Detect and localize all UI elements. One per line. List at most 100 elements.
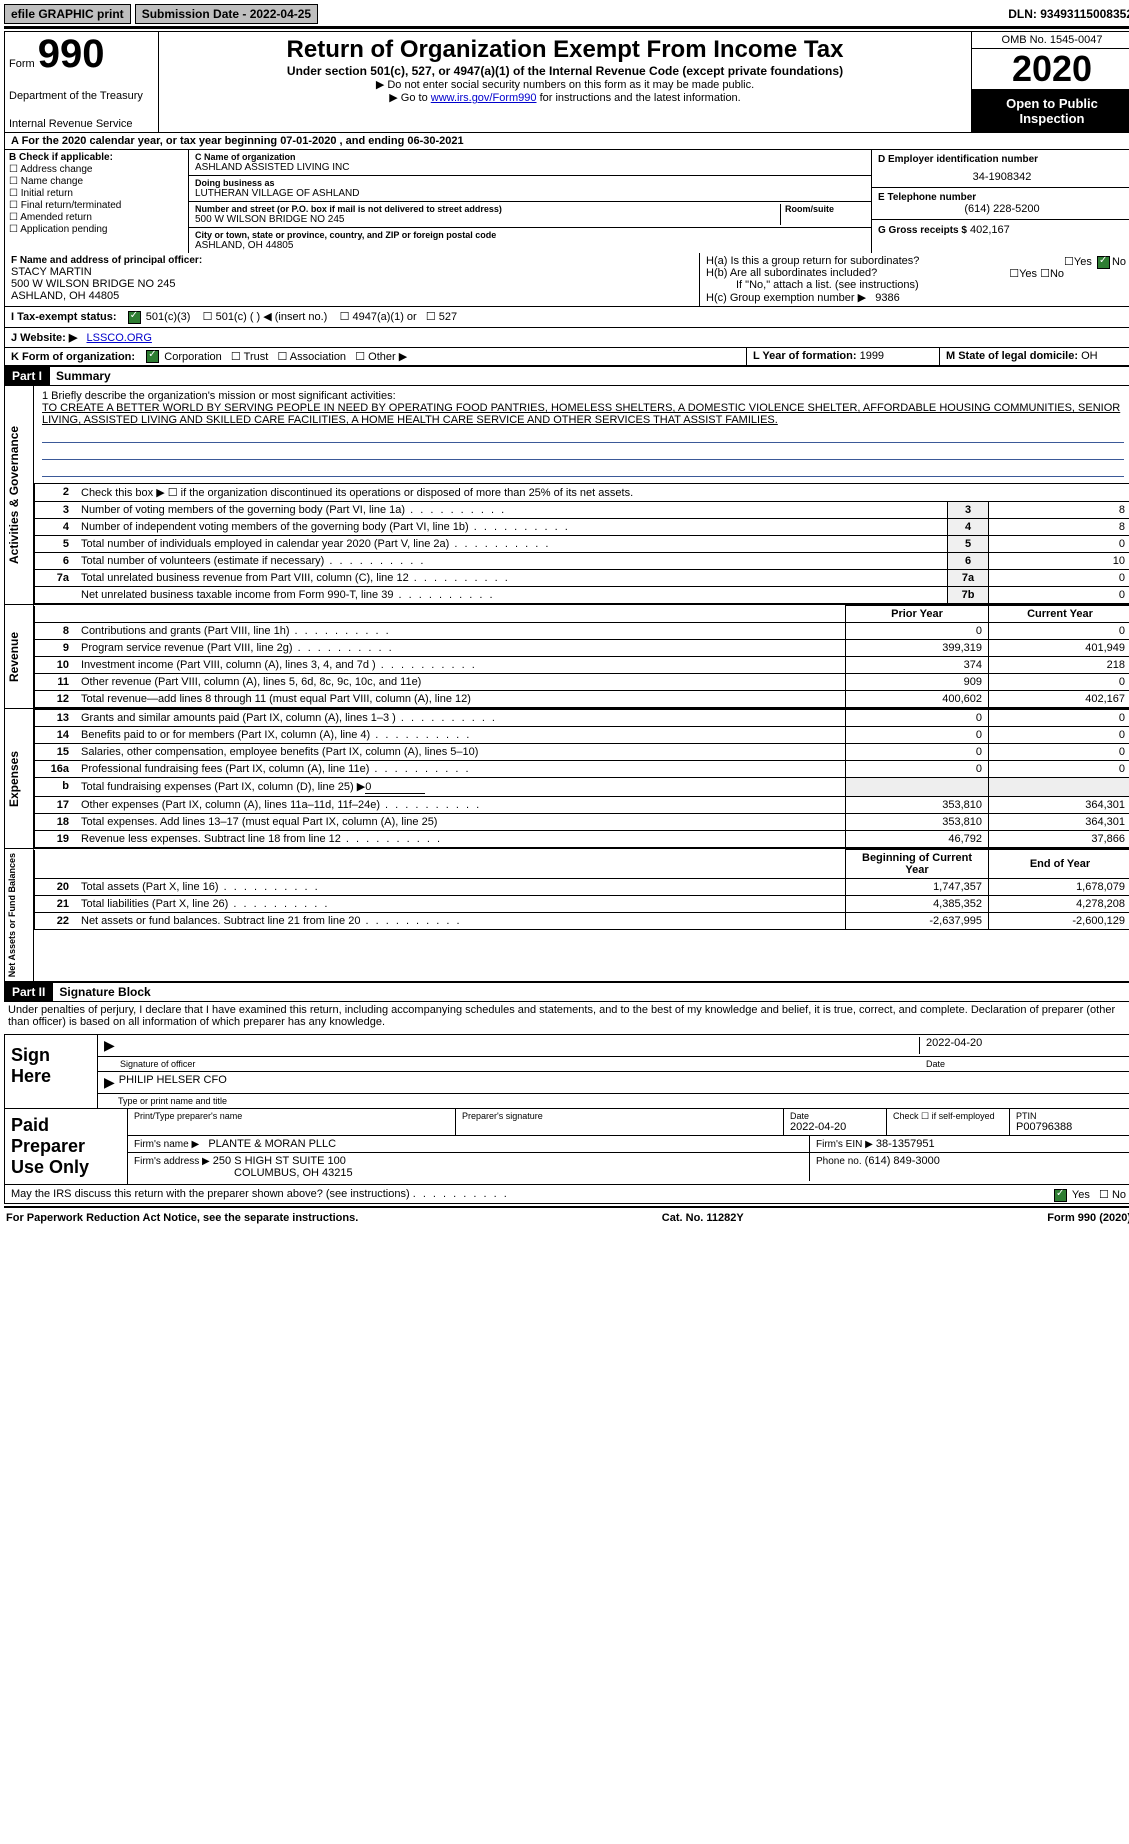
line-11-curr: 0 xyxy=(989,674,1129,691)
paid-preparer-block: Paid Preparer Use Only Print/Type prepar… xyxy=(4,1109,1129,1185)
begin-year-header: Beginning of Current Year xyxy=(846,850,989,879)
box-f-label: F Name and address of principal officer: xyxy=(11,255,693,266)
line-6-desc: Total number of volunteers (estimate if … xyxy=(75,553,948,570)
chk-corporation[interactable] xyxy=(146,350,159,363)
expenses-section: Expenses 13Grants and similar amounts pa… xyxy=(4,709,1129,849)
line-12-desc: Total revenue—add lines 8 through 11 (mu… xyxy=(75,691,846,708)
website-link[interactable]: LSSCO.ORG xyxy=(87,332,152,344)
chk-501c3[interactable] xyxy=(128,311,141,324)
state-domicile: OH xyxy=(1081,350,1098,362)
line-2: Check this box ▶ ☐ if the organization d… xyxy=(75,484,1129,502)
line-13-curr: 0 xyxy=(989,710,1129,727)
h-b-row: H(b) Are all subordinates included? ☐Yes… xyxy=(706,267,1126,279)
h-c-row: H(c) Group exemption number ▶ 9386 xyxy=(706,291,1126,304)
top-bar: efile GRAPHIC print Submission Date - 20… xyxy=(4,4,1129,24)
h-b-note: If "No," attach a list. (see instruction… xyxy=(706,279,1126,291)
line-3-val: 8 xyxy=(989,502,1129,519)
line-12-prior: 400,602 xyxy=(846,691,989,708)
goto-instructions: ▶ Go to www.irs.gov/Form990 for instruct… xyxy=(167,91,963,104)
vtab-activities: Activities & Governance xyxy=(5,386,34,604)
line-8-desc: Contributions and grants (Part VIII, lin… xyxy=(75,623,846,640)
firm-addr1: 250 S HIGH ST SUITE 100 xyxy=(213,1155,346,1167)
chk-initial-return[interactable]: ☐ Initial return xyxy=(9,188,184,199)
line-9-desc: Program service revenue (Part VIII, line… xyxy=(75,640,846,657)
activities-governance-section: Activities & Governance 1 Briefly descri… xyxy=(4,386,1129,605)
chk-name-change[interactable]: ☐ Name change xyxy=(9,176,184,187)
name-title-label: Type or print name and title xyxy=(98,1094,1129,1108)
form-ref: Form 990 (2020) xyxy=(1047,1212,1129,1224)
line-14-desc: Benefits paid to or for members (Part IX… xyxy=(75,727,846,744)
ein-value: 34-1908342 xyxy=(878,165,1126,183)
firm-phone: (614) 849-3000 xyxy=(865,1155,940,1167)
paid-preparer-label: Paid Preparer Use Only xyxy=(5,1109,128,1184)
open-to-public: Open to Public Inspection xyxy=(972,90,1129,132)
line-22-end: -2,600,129 xyxy=(989,913,1129,930)
ptin-value: P00796388 xyxy=(1016,1121,1126,1133)
line-22-begin: -2,637,995 xyxy=(846,913,989,930)
irs-label: Internal Revenue Service xyxy=(9,118,154,130)
addr-label: Number and street (or P.O. box if mail i… xyxy=(195,204,780,214)
line-16b-desc: Total fundraising expenses (Part IX, col… xyxy=(75,778,846,797)
mission-text: TO CREATE A BETTER WORLD BY SERVING PEOP… xyxy=(42,402,1124,426)
line-11-desc: Other revenue (Part VIII, column (A), li… xyxy=(75,674,846,691)
line-19-desc: Revenue less expenses. Subtract line 18 … xyxy=(75,831,846,848)
part-1-title: Summary xyxy=(50,367,117,385)
line-7a-val: 0 xyxy=(989,570,1129,587)
phone-value: (614) 228-5200 xyxy=(878,203,1126,215)
form-word: Form xyxy=(9,58,35,70)
city-label: City or town, state or province, country… xyxy=(195,230,865,240)
line-8-curr: 0 xyxy=(989,623,1129,640)
dba-label: Doing business as xyxy=(195,178,865,188)
line-17-curr: 364,301 xyxy=(989,797,1129,814)
line-16a-desc: Professional fundraising fees (Part IX, … xyxy=(75,761,846,778)
officer-addr2: ASHLAND, OH 44805 xyxy=(11,290,693,302)
current-year-header: Current Year xyxy=(989,606,1129,623)
discuss-yes-checked[interactable] xyxy=(1054,1189,1067,1202)
net-assets-section: Net Assets or Fund Balances Beginning of… xyxy=(4,849,1129,982)
preparer-date: 2022-04-20 xyxy=(790,1121,880,1133)
firm-addr2: COLUMBUS, OH 43215 xyxy=(134,1167,353,1179)
phone-label: E Telephone number xyxy=(878,192,1126,203)
chk-final-return[interactable]: ☐ Final return/terminated xyxy=(9,200,184,211)
gross-receipts-label: G Gross receipts $ xyxy=(878,225,967,236)
c-name-label: C Name of organization xyxy=(195,152,865,162)
line-4-desc: Number of independent voting members of … xyxy=(75,519,948,536)
line-15-desc: Salaries, other compensation, employee b… xyxy=(75,744,846,761)
chk-address-change[interactable]: ☐ Address change xyxy=(9,164,184,175)
sign-here-label: Sign Here xyxy=(5,1035,98,1108)
mission-label: 1 Briefly describe the organization's mi… xyxy=(42,390,1124,402)
irs-link[interactable]: www.irs.gov/Form990 xyxy=(431,92,537,104)
street-address: 500 W WILSON BRIDGE NO 245 xyxy=(195,214,780,225)
arrow-icon: ▶ xyxy=(104,1074,115,1091)
line-21-end: 4,278,208 xyxy=(989,896,1129,913)
line-16a-prior: 0 xyxy=(846,761,989,778)
arrow-icon: ▶ xyxy=(104,1037,115,1054)
line-22-desc: Net assets or fund balances. Subtract li… xyxy=(75,913,846,930)
officer-name: STACY MARTIN xyxy=(11,266,693,278)
ein-label: D Employer identification number xyxy=(878,154,1126,165)
city-state-zip: ASHLAND, OH 44805 xyxy=(195,240,865,251)
self-employed-check[interactable]: Check ☐ if self-employed xyxy=(887,1109,1010,1135)
vtab-revenue: Revenue xyxy=(5,605,34,708)
period-row: A For the 2020 calendar year, or tax yea… xyxy=(4,133,1129,150)
chk-amended[interactable]: ☐ Amended return xyxy=(9,212,184,223)
line-16a-curr: 0 xyxy=(989,761,1129,778)
sig-officer-label: Signature of officer xyxy=(104,1059,920,1069)
line-6-val: 10 xyxy=(989,553,1129,570)
line-14-curr: 0 xyxy=(989,727,1129,744)
line-11-prior: 909 xyxy=(846,674,989,691)
line-18-curr: 364,301 xyxy=(989,814,1129,831)
line-3-desc: Number of voting members of the governin… xyxy=(75,502,948,519)
line-15-prior: 0 xyxy=(846,744,989,761)
chk-application[interactable]: ☐ Application pending xyxy=(9,224,184,235)
efile-button[interactable]: efile GRAPHIC print xyxy=(4,4,131,24)
website-row: J Website: ▶ LSSCO.ORG xyxy=(4,328,1129,348)
gross-receipts-value: 402,167 xyxy=(970,224,1010,236)
line-7b-val: 0 xyxy=(989,587,1129,604)
firm-name: PLANTE & MORAN PLLC xyxy=(208,1138,336,1150)
org-form-row: K Form of organization: Corporation ☐ Tr… xyxy=(4,348,1129,367)
sign-here-block: Sign Here ▶ 2022-04-20 Signature of offi… xyxy=(4,1034,1129,1109)
submission-date-button[interactable]: Submission Date - 2022-04-25 xyxy=(135,4,318,24)
part-2-tag: Part II xyxy=(4,983,53,1001)
part-2-title: Signature Block xyxy=(53,983,156,1001)
